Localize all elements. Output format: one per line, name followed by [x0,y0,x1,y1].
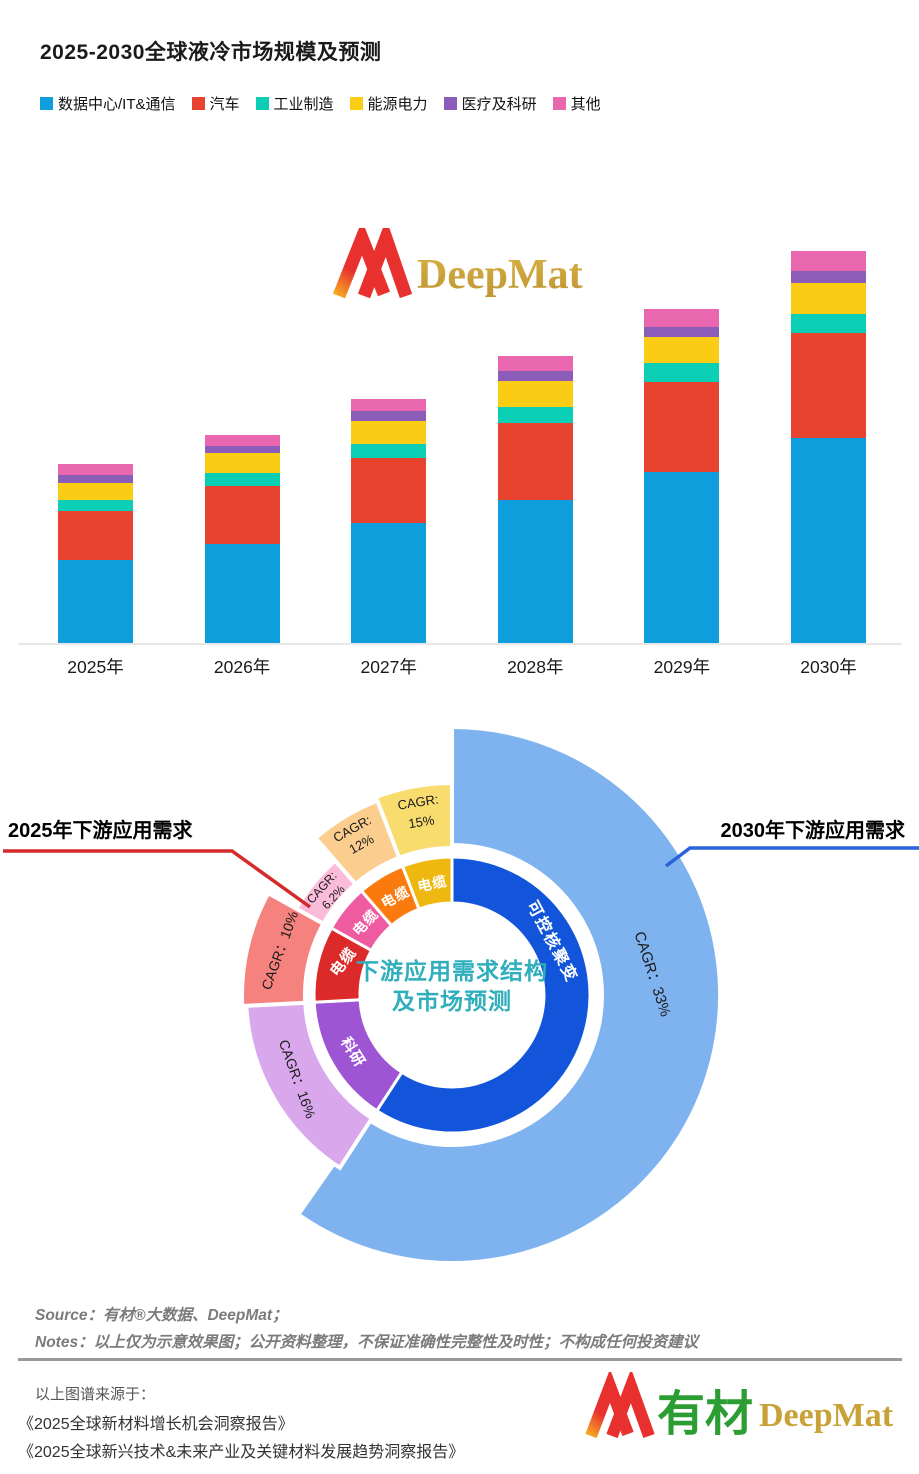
bar-2025年-segment-industry [58,499,133,512]
report-title-2: 《2025全球新兴技术&未来产业及关键材料发展趋势洞察报告》 [18,1444,465,1461]
bar-2026年-segment-others [204,434,280,447]
legend-item-others: 其他 [552,93,601,114]
bar-2027年-segment-auto [351,457,427,524]
bar-2030年-segment-energy [791,282,866,315]
legend-label-medical: 医疗及科研 [461,96,537,113]
x-label-2026年: 2026年 [213,657,271,677]
bar-2027年-segment-industry [351,444,427,458]
legend-item-industry: 工业制造 [255,93,334,114]
bar-2025年-segment-others [58,464,133,475]
bar-2026年 [204,434,280,643]
report-title-1: 《2025全球新材料增长机会洞察报告》 [18,1416,294,1433]
bar-2030年-segment-medical [791,270,866,283]
legend-swatch-auto [191,97,205,110]
sunburst-petal-fusion [295,724,723,1265]
sunburst-center-title-line2: 及市场预测 [392,987,512,1014]
source-line: Source：有材®大数据、DeepMat； [35,1307,288,1324]
bar-2028年-segment-others [497,356,573,371]
bar-2025年-segment-medical [58,474,133,483]
legend-swatch-others [552,97,566,110]
watermark-brand-text: DeepMat [417,252,583,298]
bar-2028年-segment-industry [497,406,573,423]
legend-item-auto: 汽车 [191,93,240,114]
x-label-2027年: 2027年 [360,657,417,677]
bar-2029年-segment-energy [644,336,720,364]
footer-logo-cn-text: 有材 [657,1388,753,1441]
bar-2026年-segment-medical [204,446,280,453]
legend: 数据中心/IT&通信 汽车 工业制造 能源电力 医疗及科研 其他 [40,93,601,114]
sunburst-cagr-cable-gold-line2: 15% [407,812,435,831]
bar-2029年-segment-datacenter [644,472,720,643]
bar-2030年 [791,250,866,643]
x-label-2030年: 2030年 [800,657,857,677]
legend-label-others: 其他 [570,96,601,113]
legend-swatch-datacenter [40,97,53,110]
legend-item-energy: 能源电力 [349,93,428,114]
bar-2028年 [497,356,573,643]
sunburst-petal-cable-gold [373,780,454,861]
bar-2028年-segment-datacenter [497,500,573,643]
callout-2030-line [664,846,919,868]
bar-2027年-segment-others [351,398,427,411]
bar-2028年-segment-auto [497,422,573,501]
bar-2029年-segment-medical [644,326,720,337]
bar-2027年-segment-datacenter [351,523,427,643]
footer-brand-logo: 有材 DeepMat [585,1372,894,1441]
legend-label-industry: 工业制造 [273,96,334,113]
legend-item-datacenter: 数据中心/IT&通信 [40,93,176,114]
sunburst-center-title: 下游应用需求结构 及市场预测 [302,957,602,1017]
bar-2030年-segment-others [791,250,866,271]
bar-2027年 [351,398,427,643]
x-axis-line [18,643,902,645]
callout-2030-label: 2030年下游应用需求 [720,820,906,842]
bar-2028年-segment-medical [497,370,573,382]
source-notes-block: Source：有材®大数据、DeepMat； Notes：以上仅为示意效果图；公… [35,1302,698,1356]
bar-2026年-segment-auto [204,486,280,545]
legend-swatch-medical [443,97,457,110]
legend-swatch-energy [349,97,363,110]
callout-2025-line [3,849,312,909]
legend-swatch-industry [255,97,269,110]
sunburst-inner-fusion [374,855,592,1135]
logo-m-right-peak-icon [357,228,413,299]
bar-2029年-segment-auto [644,382,720,473]
bar-2025年 [58,464,133,643]
footer-logo-en-text: DeepMat [759,1397,894,1434]
bar-2030年-segment-auto [791,332,866,438]
legend-label-energy: 能源电力 [367,96,428,113]
sunburst-inner-cable-gold [400,855,454,912]
callout-2025-label: 2025年下游应用需求 [8,820,193,842]
bar-2028年-segment-energy [497,381,573,407]
bar-2025年-segment-datacenter [58,560,133,643]
bar-2026年-segment-industry [204,472,280,487]
bar-2027年-segment-energy [351,420,427,445]
deepmat-watermark-logo: DeepMat [333,228,583,299]
bar-2027年-segment-medical [351,410,427,421]
bar-2029年 [644,308,720,643]
origin-label: 以上图谱来源于： [35,1386,156,1403]
bar-2029年-segment-others [644,308,720,327]
bar-2025年-segment-energy [58,482,133,500]
footer-divider [18,1358,902,1361]
footer-logo-m-right-peak-icon [606,1372,655,1439]
bar-2029年-segment-industry [644,363,720,383]
bar-2030年-segment-industry [791,314,866,333]
sunburst-cagr-cable-gold-line1: CAGR: [397,791,440,812]
x-label-2028年: 2028年 [507,657,564,677]
page-title: 2025-2030全球液冷市场规模及预测 [40,41,382,64]
x-label-2025年: 2025年 [67,657,124,677]
notes-line: Notes：以上仅为示意效果图；公开资料整理，不保证准确性完整性及时性；不构成任… [35,1334,699,1352]
bar-2026年-segment-energy [204,453,280,473]
legend-label-datacenter: 数据中心/IT&通信 [58,96,176,113]
bar-2030年-segment-datacenter [791,437,866,643]
bar-2025年-segment-auto [58,511,133,561]
sunburst-label-cable-gold: 电缆 [416,873,449,895]
legend-item-medical: 医疗及科研 [443,93,537,114]
x-label-2029年: 2029年 [653,657,711,677]
bar-2026年-segment-datacenter [204,544,280,643]
sunburst-center-title-line1: 下游应用需求结构 [356,958,548,984]
legend-label-auto: 汽车 [209,96,240,113]
